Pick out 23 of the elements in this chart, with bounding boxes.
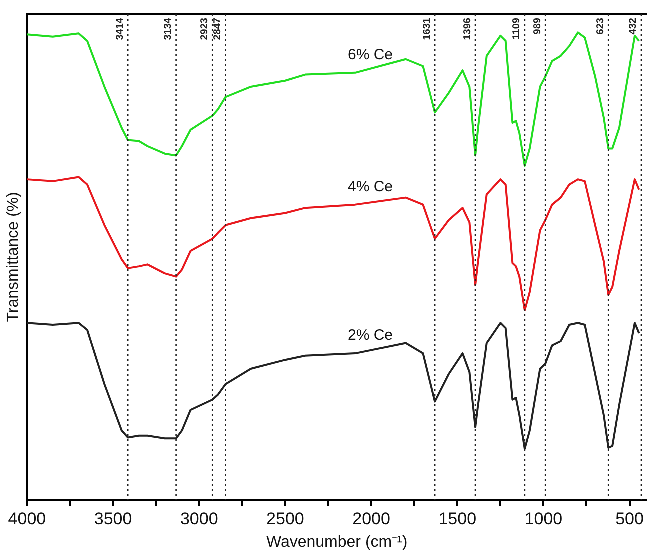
series-label: 6% Ce	[348, 46, 394, 64]
ref-line-label: 623	[595, 18, 606, 35]
ref-line-label: 2847	[212, 18, 224, 40]
x-tick-label: 1500	[438, 509, 477, 528]
ref-line-label: 432	[628, 18, 640, 35]
ref-line-label: 1109	[512, 18, 523, 40]
x-tick-label: 500	[616, 509, 644, 528]
ref-line-label: 989	[532, 18, 544, 35]
y-axis-title: Transmittance (%)	[5, 192, 22, 322]
ref-line-label: 2923	[199, 18, 210, 40]
x-tick-label: 3500	[94, 509, 132, 528]
series-label: 4% Ce	[348, 178, 394, 196]
x-tick-label: 3000	[180, 509, 218, 528]
x-tick-label: 2500	[266, 509, 304, 528]
x-tick-label: 1000	[524, 509, 563, 528]
ref-line-label: 3414	[114, 18, 126, 40]
ref-line-label: 1396	[462, 18, 474, 40]
series-label: 2% Ce	[348, 327, 394, 344]
x-tick-label: 4000	[8, 509, 46, 528]
ref-line-label: 3134	[163, 18, 174, 40]
ref-line-label: 1631	[422, 18, 433, 40]
x-tick-label: 2000	[352, 509, 390, 528]
x-axis-title: Wavenumber (cm⁻¹)	[266, 534, 408, 551]
